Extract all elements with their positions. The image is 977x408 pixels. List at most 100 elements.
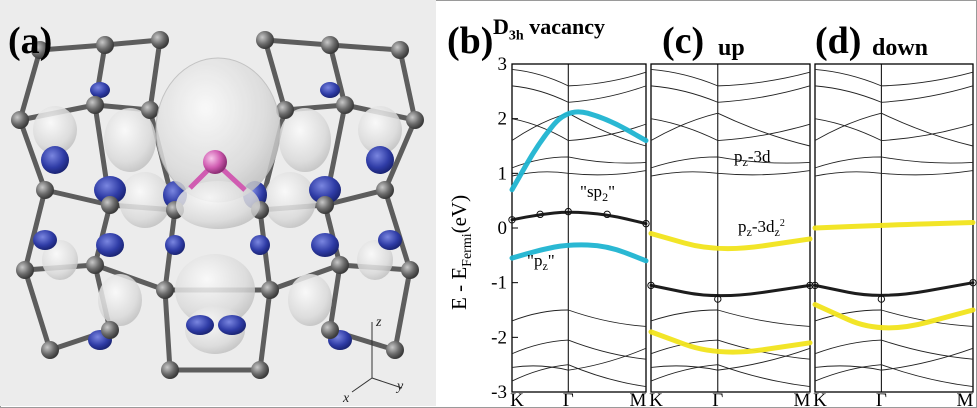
band-series-d-2 — [812, 302, 976, 331]
lattice-bond — [327, 42, 403, 53]
band-line-background — [650, 69, 811, 87]
orbital-lobe-blue — [320, 82, 340, 98]
band-series-c-0 — [648, 230, 813, 252]
band-line-background — [650, 156, 811, 169]
x-tick-label: M — [630, 390, 647, 408]
orbital-lobe-blue — [33, 230, 57, 250]
band-line-background — [511, 69, 647, 87]
panel-title-b: D3h vacancy — [493, 16, 605, 43]
x-tick-label: K — [649, 390, 663, 408]
title-b-sub: 3h — [508, 28, 524, 44]
lattice-bond — [322, 187, 388, 208]
annotation-pz-3dz2-rest: -3d — [752, 217, 775, 236]
title-b-rest: vacancy — [523, 14, 605, 39]
orbital-lobe-grey — [104, 108, 156, 172]
carbon-atom — [321, 36, 339, 54]
lattice-bond — [262, 37, 333, 48]
molecule-panel: z x y — [0, 0, 436, 406]
orbital-lobe-grey — [175, 254, 255, 326]
lattice-bond — [327, 42, 348, 108]
carbon-atom — [376, 181, 394, 199]
annotation-pz-sub: z — [542, 259, 547, 273]
orbital-lobe-grey — [279, 108, 331, 172]
dopant-atom — [203, 150, 227, 174]
axis-y-label: y — [395, 379, 404, 394]
carbon-atom — [156, 281, 174, 299]
panel-label-a: (a) — [8, 20, 53, 62]
carbon-atom — [101, 321, 119, 339]
carbon-atom — [261, 281, 279, 299]
lattice-bond — [17, 117, 48, 193]
lattice-bond — [42, 187, 113, 208]
y-tick-label: 0 — [498, 218, 508, 239]
x-tick-label: Γ — [563, 390, 574, 408]
band-line-background — [814, 347, 974, 371]
y-tick-label: 2 — [498, 109, 508, 130]
lattice-bond — [102, 37, 163, 48]
annotation-sp2: "sp2" — [580, 182, 615, 204]
band-series-d-0 — [812, 220, 976, 231]
carbon-atom — [386, 341, 404, 359]
lattice-bond — [257, 287, 273, 373]
band-line-background — [511, 364, 647, 387]
band-line-background — [814, 364, 974, 387]
orbital-lobe-blue — [41, 146, 69, 174]
band-line-background — [650, 309, 811, 327]
ylabel-unit: (eV) — [447, 194, 471, 234]
band-line-background — [814, 112, 974, 147]
carbon-atom — [251, 361, 269, 379]
orbital-lobe-blue — [165, 235, 185, 255]
carbon-atom — [86, 96, 104, 114]
lattice-bond — [92, 102, 153, 113]
lattice-bond — [162, 287, 173, 373]
band-series-c-2 — [648, 329, 813, 355]
title-b-main: D — [493, 14, 509, 39]
orbital-lobe-blue — [311, 233, 339, 257]
annotation-pz: "pz" — [527, 251, 555, 273]
lattice-bond — [382, 187, 413, 273]
carbon-atom — [161, 361, 179, 379]
band-series-b-1 — [510, 210, 648, 226]
carbon-atom — [336, 96, 354, 114]
carbon-atom — [141, 101, 159, 119]
band-line-background — [650, 170, 811, 177]
y-tick-label: -2 — [491, 327, 507, 348]
lattice-bond — [147, 37, 163, 113]
band-line-background — [650, 347, 811, 371]
x-tick-label: M — [794, 390, 811, 408]
annotation-pz-3d-sub: z — [743, 155, 748, 169]
orbital-lobe-grey — [288, 274, 332, 326]
orbital-lobe-blue — [378, 230, 402, 250]
band-point-marker — [564, 207, 572, 216]
lattice-bond — [382, 117, 418, 193]
axis-x-label: x — [342, 391, 350, 406]
band-line-background — [650, 112, 811, 147]
lattice-bond — [262, 37, 288, 113]
orbital-lobe-grey — [33, 106, 77, 154]
annotation-pz-3d-rest: -3d — [748, 147, 771, 166]
band-series-b-2 — [509, 109, 649, 193]
band-line-background — [814, 339, 974, 360]
panel-title-c: up — [718, 35, 745, 61]
panel-label-b: (b) — [447, 20, 494, 62]
y-tick-label: -3 — [491, 382, 507, 403]
plot-b: K Γ M 3 2 1 0 -1 -2 -3 "sp2" "pz" — [491, 54, 650, 408]
orbital-lobe-blue — [186, 315, 214, 335]
ylabel-sub: Fermi — [460, 233, 476, 267]
band-line-background — [814, 118, 974, 141]
y-axis-label: E - EFermi(eV) — [447, 195, 476, 310]
carbon-atom — [276, 101, 294, 119]
band-line-background — [650, 364, 811, 387]
carbon-atom — [86, 256, 104, 274]
x-tick-label: Γ — [712, 390, 723, 408]
band-point-marker — [642, 219, 650, 228]
band-point-marker — [714, 295, 722, 303]
band-line-background — [650, 339, 811, 360]
orbital-lobe-grey — [264, 172, 316, 228]
carbon-atom — [16, 261, 34, 279]
band-series-b-0 — [509, 242, 649, 264]
carbon-atom — [151, 31, 169, 49]
y-tick-label: 1 — [498, 163, 508, 184]
axis-z-label: z — [375, 315, 382, 330]
